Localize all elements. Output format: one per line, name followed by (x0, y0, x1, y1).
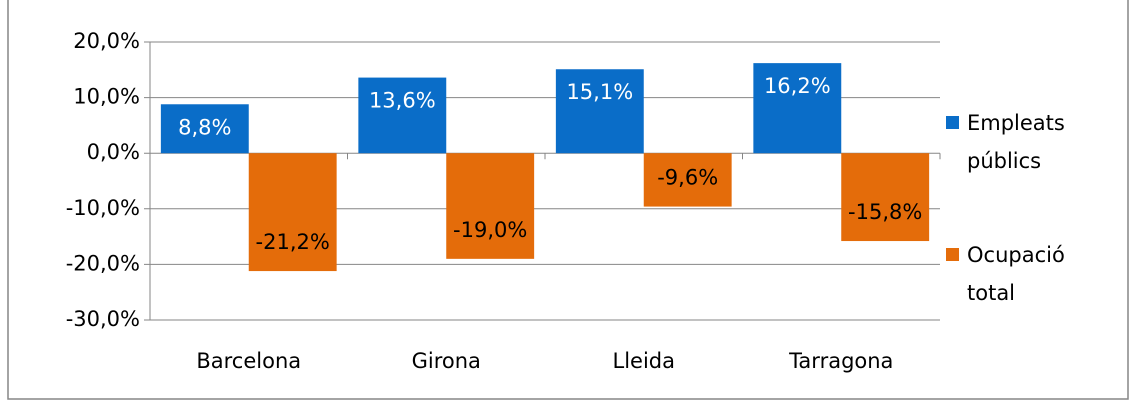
bar (248, 153, 337, 272)
value-label: 13,6% (369, 89, 436, 113)
value-label: -9,6% (657, 166, 718, 190)
y-tick-label: 0,0% (87, 140, 140, 164)
x-tick-label: Barcelona (196, 349, 301, 373)
bar (841, 153, 930, 242)
value-label: -21,2% (256, 230, 330, 254)
y-tick-label: 20,0% (73, 29, 140, 53)
y-tick-label: 10,0% (73, 85, 140, 109)
legend-label: Empleats públics (967, 111, 1065, 173)
x-tick-label: Tarragona (788, 349, 893, 373)
bar (446, 153, 535, 259)
y-tick-label: -10,0% (66, 196, 140, 220)
x-tick-label: Girona (412, 349, 481, 373)
bar (753, 63, 842, 154)
legend-item: Ocupació total (946, 236, 1096, 312)
value-label: 15,1% (566, 80, 633, 104)
bar (643, 153, 732, 207)
value-label: 8,8% (178, 115, 231, 139)
value-label: 16,2% (764, 74, 831, 98)
chart-frame (7, 0, 1129, 400)
value-label: -19,0% (453, 218, 527, 242)
y-tick-label: -30,0% (66, 307, 140, 331)
legend-swatch (946, 248, 959, 261)
legend-label: Ocupació total (967, 243, 1065, 305)
x-tick-label: Lleida (613, 349, 676, 373)
legend-swatch (946, 116, 959, 129)
legend-item: Empleats públics (946, 104, 1096, 180)
y-tick-label: -20,0% (66, 251, 140, 275)
bar (160, 104, 249, 154)
bar (358, 77, 447, 154)
bar (555, 69, 644, 154)
value-label: -15,8% (848, 200, 922, 224)
